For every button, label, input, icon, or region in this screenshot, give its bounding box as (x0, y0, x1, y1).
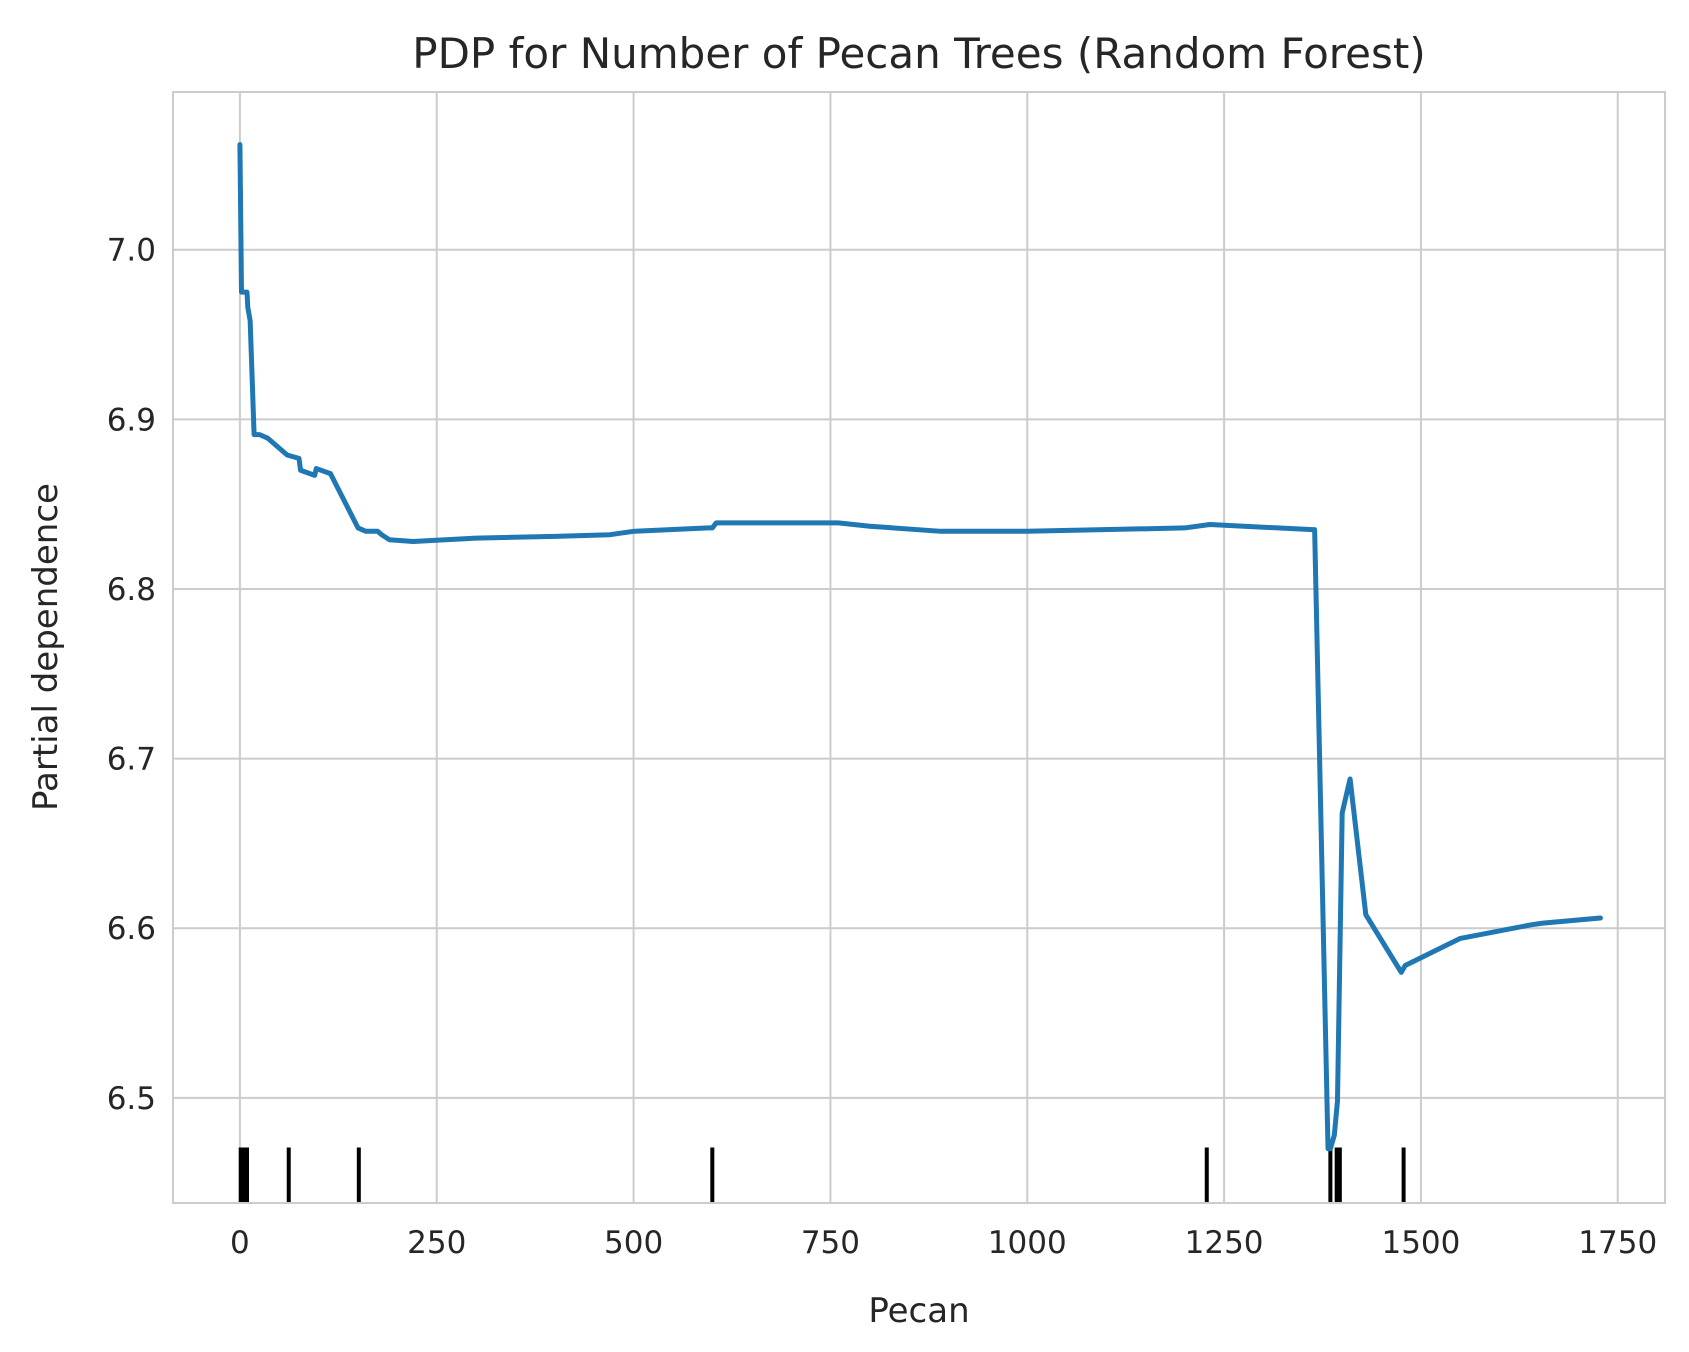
y-tick-label: 6.5 (107, 1081, 156, 1117)
x-tick-labels: 0 250 500 750 1000 1250 1500 1750 (230, 1225, 1657, 1261)
rug-marks (238, 1147, 1406, 1203)
grid-y (173, 248, 1665, 1099)
plot-area (173, 92, 1665, 1203)
x-tick-label: 1500 (1381, 1225, 1460, 1261)
y-tick-label: 7.0 (107, 233, 156, 269)
x-axis-label: Pecan (868, 1291, 969, 1331)
x-tick-label: 1750 (1578, 1225, 1657, 1261)
y-tick-label: 6.8 (107, 572, 156, 608)
y-tick-labels: 6.5 6.6 6.7 6.8 6.9 7.0 (107, 233, 156, 1117)
x-tick-label: 750 (801, 1225, 860, 1261)
chart-title: PDP for Number of Pecan Trees (Random Fo… (412, 29, 1425, 78)
plot-frame (172, 91, 1666, 1204)
series-line (237, 142, 1603, 1152)
y-tick-label: 6.7 (107, 742, 156, 778)
y-axis-label: Partial dependence (26, 483, 66, 811)
grid-x (238, 92, 1619, 1203)
y-tick-label: 6.6 (107, 911, 156, 947)
x-tick-label: 0 (230, 1225, 250, 1261)
y-tick-label: 6.9 (107, 402, 156, 438)
x-tick-label: 1000 (988, 1225, 1067, 1261)
x-tick-label: 1250 (1185, 1225, 1264, 1261)
x-tick-label: 250 (407, 1225, 466, 1261)
x-tick-label: 500 (604, 1225, 663, 1261)
